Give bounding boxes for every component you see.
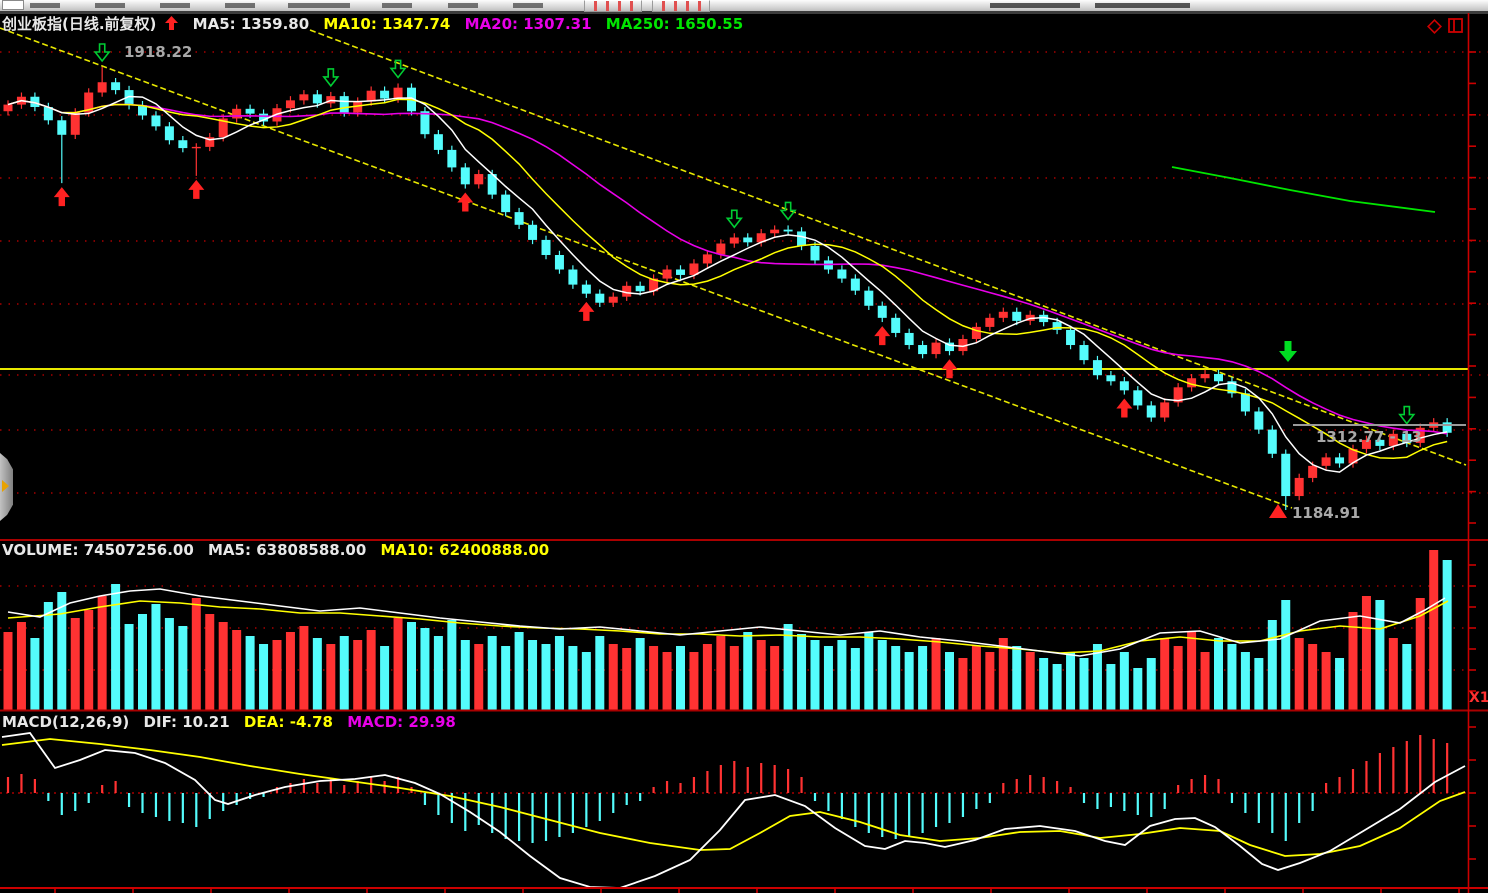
sidebar-slide-tab[interactable] xyxy=(0,453,13,521)
toolbar-button[interactable] xyxy=(584,0,642,12)
menu-quote-text-clipped xyxy=(1095,3,1190,8)
ma5-value: MA5: 1359.80 xyxy=(192,15,310,33)
macd-params: MACD(12,26,9) xyxy=(2,713,130,731)
volume-value: VOLUME: 74507256.00 xyxy=(2,541,194,559)
volume-ma5-value: MA5: 63808588.00 xyxy=(208,541,367,559)
up-arrow-icon xyxy=(165,15,179,33)
volume-multiplier-label: X1 xyxy=(1469,690,1488,706)
price-tag-label: 1312.77 - 13 xyxy=(1316,428,1422,446)
dif-value: DIF: 10.21 xyxy=(143,713,230,731)
menu-item-clipped[interactable] xyxy=(288,3,350,8)
menu-item-clipped[interactable] xyxy=(513,3,543,8)
volume-ma10-value: MA10: 62400888.00 xyxy=(380,541,550,559)
menu-item-clipped[interactable] xyxy=(30,3,60,8)
macd-header: MACD(12,26,9) DIF: 10.21 DEA: -4.78 MACD… xyxy=(2,713,465,731)
ma250-value: MA250: 1650.55 xyxy=(605,15,744,33)
menu-item-clipped[interactable] xyxy=(225,3,255,8)
menu-item-clipped[interactable] xyxy=(160,3,190,8)
macd-value: MACD: 29.98 xyxy=(347,713,456,731)
toolbar-button[interactable] xyxy=(652,0,710,12)
instrument-title: 创业板指(日线.前复权) xyxy=(2,15,157,33)
ma20-value: MA20: 1307.31 xyxy=(464,15,592,33)
diamond-icon[interactable] xyxy=(1426,18,1443,39)
main-chart-header: 创业板指(日线.前复权) MA5: 1359.80 MA10: 1347.74 … xyxy=(2,13,752,34)
menu-item-clipped[interactable] xyxy=(382,3,412,8)
high-price-label: 1918.22 xyxy=(124,43,193,61)
expand-right-icon xyxy=(2,480,9,492)
menu-item-clipped[interactable] xyxy=(95,3,125,8)
dea-value: DEA: -4.78 xyxy=(243,713,333,731)
volume-header: VOLUME: 74507256.00 MA5: 63808588.00 MA1… xyxy=(2,541,558,559)
menu-bar xyxy=(0,0,1488,14)
split-window-icon[interactable] xyxy=(1447,17,1464,38)
low-price-label: 1184.91 xyxy=(1292,504,1361,522)
menu-item-clipped[interactable] xyxy=(448,3,478,8)
menu-quote-text-clipped xyxy=(990,3,1080,8)
ma10-value: MA10: 1347.74 xyxy=(323,15,451,33)
app-logo-icon[interactable] xyxy=(2,0,24,10)
